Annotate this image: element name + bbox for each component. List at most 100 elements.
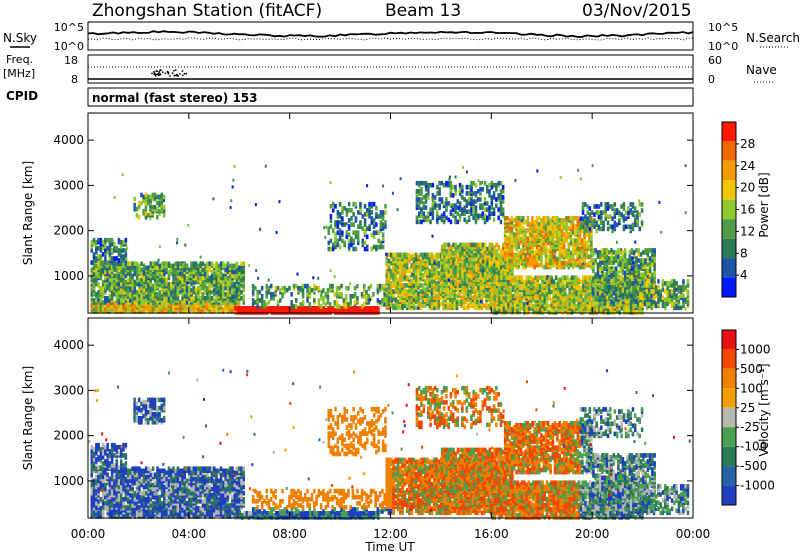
power-cell [500,275,503,280]
power-cell [456,248,460,254]
power-cell [167,301,171,306]
power-cell [156,200,159,206]
power-cell [415,264,418,270]
power-cell [219,300,223,305]
power-cell [108,252,112,257]
power-cell [228,263,232,269]
noise-sky-line [87,30,694,38]
power-cell [99,261,103,266]
power-cell [447,263,451,268]
power-cell [101,285,105,291]
power-cell [396,277,400,282]
power-cell [573,293,576,299]
power-cell [95,292,98,297]
power-cell [502,256,505,262]
power-cell [120,261,123,266]
power-cell [579,279,583,285]
power-cell [495,291,499,297]
power-cell [523,301,526,307]
power-cell [147,294,150,299]
power-cell [513,238,516,243]
power-cell [522,226,525,231]
power-cell [115,246,118,251]
power-cell [167,292,171,297]
power-cell [199,261,202,266]
power-cell [224,285,227,291]
power-cell [484,271,487,276]
power-cell [502,306,506,311]
power-cell [372,292,375,297]
power-cell [579,304,583,309]
power-cell [433,254,436,260]
power-cell [163,287,166,293]
power-cell [222,307,225,312]
power-cell [197,263,200,269]
power-cell [190,287,193,293]
power-cell [524,228,527,233]
power-cell [324,292,327,297]
power-cell [484,246,487,252]
power-cell [435,281,438,286]
power-cell [476,295,479,300]
power-cell [392,281,395,286]
power-cell [547,236,550,241]
power-cell [401,275,404,280]
power-cell [575,291,578,297]
power-cell [387,273,391,278]
power-cell [138,287,141,293]
power-cell [126,305,130,310]
power-cell [144,198,148,204]
power-cell [387,252,391,258]
power-cell [465,256,469,262]
power-cell [510,264,514,270]
power-cell [634,310,637,315]
frequency-panel: Freq. [MHz] 18 8 60 0 Nave [3,53,777,86]
power-cell [172,269,175,275]
power-cell [535,224,539,229]
power-cell [390,260,393,266]
power-cell [554,281,558,287]
power-cell [582,275,585,280]
power-cell [199,285,202,291]
power-cell [495,248,498,254]
power-cell [435,293,438,298]
power-cell [304,306,307,311]
power-cell [456,252,460,258]
power-cell [396,260,400,266]
power-cell [106,271,109,277]
power-cell [495,263,498,268]
power-cell [506,260,509,266]
power-cell [452,269,455,274]
power-cell [625,306,628,311]
power-cell [426,279,429,284]
power-cell [484,267,487,272]
power-cell [110,285,114,291]
power-cell [551,226,555,231]
power-cell [194,301,198,306]
power-cell [344,304,348,309]
power-cell [410,262,413,268]
power-cell [90,267,93,273]
power-cell [426,283,429,288]
power-cell [472,283,476,288]
power-cell [562,218,566,223]
power-cell [308,285,312,291]
power-cell [286,306,289,311]
power-cell [540,258,543,264]
power-cell [228,281,232,287]
power-cell [131,265,134,271]
power-cell [327,306,330,311]
power-cell [115,273,118,279]
power-cell [499,265,503,270]
power-cell [115,256,118,261]
power-cell [525,281,528,287]
power-cell [450,244,453,250]
power-cell [133,271,137,277]
power-cell [568,277,571,283]
power-cell [297,306,301,311]
power-cell [480,305,484,311]
power-cell [104,237,107,243]
power-cell [183,287,186,293]
power-cell [194,275,198,281]
